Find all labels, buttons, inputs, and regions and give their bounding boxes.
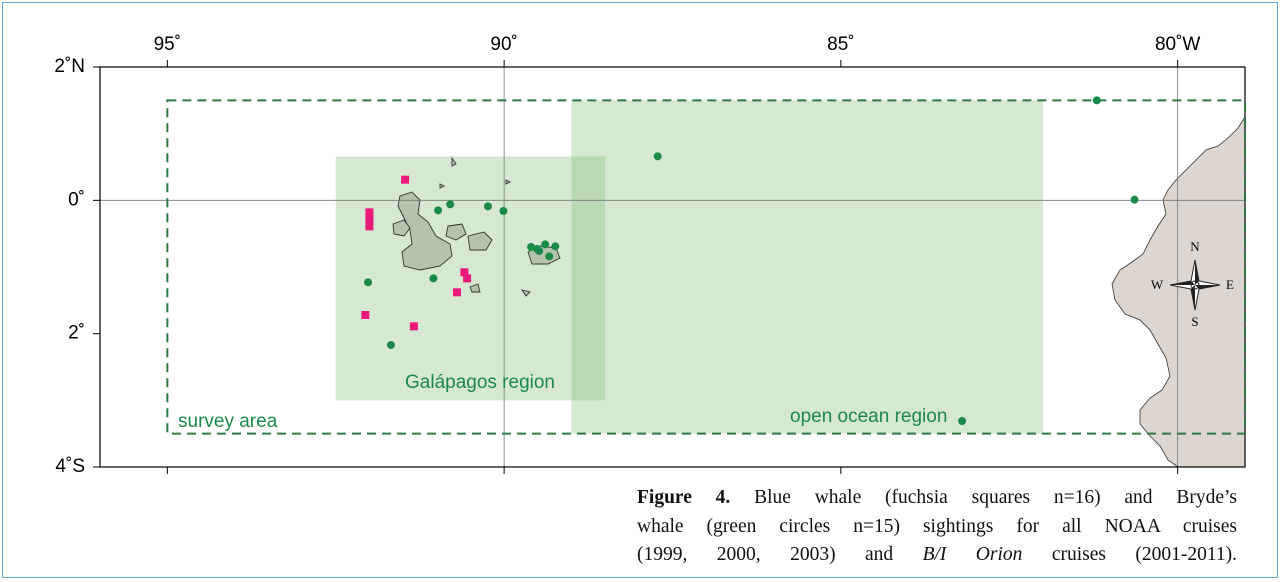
brydes-whale-sighting: [545, 252, 554, 261]
caption-text: cruises (2001-2011).: [1051, 544, 1238, 565]
caption-text: whale (green circles n=15) sightings for…: [637, 515, 1237, 537]
region-label: open ocean region: [790, 406, 947, 427]
caption-text: (1999, 2000, 2003) and: [637, 544, 894, 565]
y-tick-label: 2˚: [68, 323, 85, 344]
compass: N E S W: [1151, 239, 1234, 329]
brydes-whale-sighting: [551, 242, 560, 251]
region-label: Galápagos region: [405, 372, 555, 393]
x-tick-label: 90˚: [490, 34, 517, 55]
blue-whale-sighting: [365, 222, 374, 231]
blue-whale-sighting: [401, 175, 410, 184]
x-tick-label: 95˚: [154, 34, 181, 55]
brydes-whale-sighting: [535, 247, 544, 255]
x-tick-label: 80˚W: [1155, 34, 1200, 55]
brydes-whale-sighting: [527, 243, 536, 251]
brydes-whale-sighting: [446, 200, 455, 209]
brydes-whale-sighting: [483, 202, 492, 211]
caption-line: (1999, 2000, 2003) and B/I Orion cruises…: [637, 541, 1237, 570]
survey-area: [166, 99, 1247, 435]
compass-s: S: [1191, 314, 1198, 329]
y-tick-label: 4˚S: [55, 456, 85, 477]
caption-line: Figure 4. Blue whale (fuchsia squares n=…: [637, 484, 1237, 513]
blue-whale-sighting: [361, 311, 370, 319]
region: [571, 100, 1043, 434]
blue-whale-sighting: [460, 268, 469, 277]
caption-text: Blue whale (fuchsia squares n=16) and Br…: [754, 487, 1237, 508]
brydes-whale-sighting: [1092, 96, 1101, 105]
caption: Figure 4. Blue whale (fuchsia squares n=…: [637, 484, 1237, 570]
brydes-whale-sighting: [541, 240, 550, 249]
blue-whale-sighting: [452, 288, 461, 297]
brydes-whale-sighting: [1130, 195, 1139, 204]
brydes-whale-sighting: [434, 206, 443, 215]
mainland: [1111, 115, 1246, 468]
blue-whale-sighting: [365, 215, 374, 223]
brydes-whale-sighting: [429, 274, 438, 283]
brydes-whale-sighting: [364, 278, 373, 287]
region-label: survey area: [178, 411, 278, 432]
caption-label: Figure 4.: [637, 487, 731, 508]
map-frame: [99, 66, 1246, 468]
compass-w: W: [1151, 277, 1164, 292]
blue-whale-sighting: [409, 322, 418, 331]
compass-n: N: [1190, 239, 1200, 254]
caption-line: whale (green circles n=15) sightings for…: [637, 513, 1237, 542]
brydes-whale-sighting: [653, 152, 662, 161]
y-tick-label: 2˚N: [54, 56, 85, 77]
blue-whale-sighting: [463, 274, 472, 283]
brydes-whale-sighting: [499, 207, 508, 215]
caption-italic: B/I Orion: [922, 544, 1023, 565]
x-tick-label: 85˚: [827, 34, 854, 55]
blue-whale-sighting: [365, 208, 374, 217]
y-tick-label: 0˚: [68, 189, 85, 210]
brydes-whale-sighting: [386, 341, 395, 349]
compass-e: E: [1226, 277, 1234, 292]
brydes-whale-sighting: [958, 417, 967, 425]
